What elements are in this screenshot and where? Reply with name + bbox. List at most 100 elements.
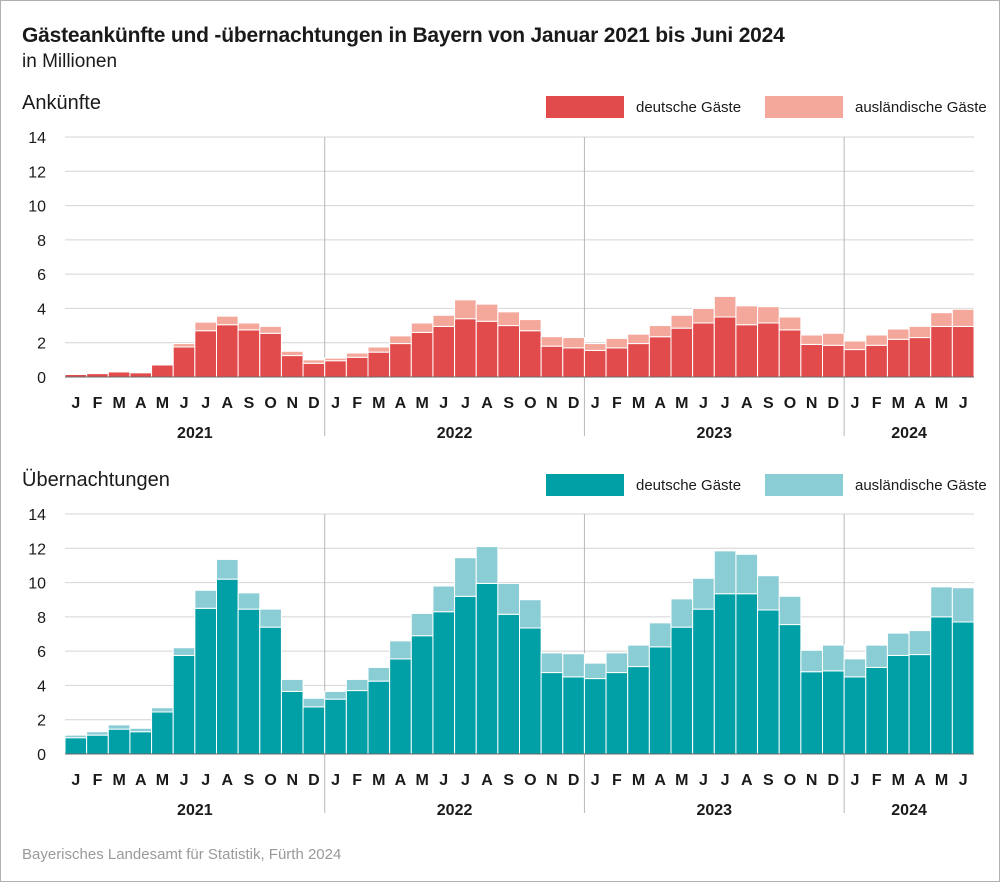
bar-deutsche-gaeste	[930, 325, 953, 378]
bar-auslaendische-gaeste	[886, 328, 910, 340]
bar-auslaendische-gaeste	[259, 608, 282, 628]
month-label: O	[784, 772, 796, 789]
month-label: S	[503, 395, 514, 412]
month-label: M	[935, 395, 948, 412]
bar-deutsche-gaeste	[259, 332, 282, 378]
bar-auslaendische-gaeste	[151, 707, 174, 713]
month-label: A	[395, 395, 407, 412]
bar-deutsche-gaeste	[951, 325, 975, 378]
bar-auslaendische-gaeste	[562, 653, 585, 678]
y-tick-label: 12	[28, 164, 46, 181]
bar-auslaendische-gaeste	[345, 678, 369, 692]
bar-auslaendische-gaeste	[822, 644, 845, 672]
bar-auslaendische-gaeste	[86, 372, 109, 375]
month-label: A	[222, 395, 234, 412]
month-label: A	[914, 395, 926, 412]
bar-deutsche-gaeste	[519, 330, 542, 378]
bar-deutsche-gaeste	[735, 593, 759, 755]
month-label: F	[612, 772, 622, 789]
source-note: Bayerisches Landesamt für Statistik, Für…	[22, 846, 342, 863]
bar-deutsche-gaeste	[475, 582, 499, 755]
month-label: O	[264, 395, 276, 412]
bar-deutsche-gaeste	[908, 654, 932, 755]
month-label: J	[180, 772, 189, 789]
bar-auslaendische-gaeste	[237, 322, 261, 331]
bar-auslaendische-gaeste	[280, 678, 304, 692]
month-label: J	[180, 395, 189, 412]
month-label: J	[591, 772, 600, 789]
month-label: M	[372, 395, 385, 412]
month-label: S	[763, 395, 774, 412]
bar-deutsche-gaeste	[778, 624, 802, 755]
month-label: A	[481, 772, 493, 789]
month-label: J	[959, 395, 968, 412]
bar-auslaendische-gaeste	[389, 640, 412, 660]
y-tick-label: 12	[28, 541, 46, 558]
month-label: N	[286, 395, 298, 412]
bar-auslaendische-gaeste	[454, 299, 477, 320]
year-label: 2022	[437, 802, 473, 819]
bar-auslaendische-gaeste	[908, 325, 932, 339]
bar-auslaendische-gaeste	[324, 357, 347, 362]
bar-deutsche-gaeste	[951, 621, 975, 755]
month-label: M	[112, 772, 125, 789]
bar-auslaendische-gaeste	[64, 734, 88, 739]
bar-auslaendische-gaeste	[627, 644, 650, 668]
month-label: J	[461, 395, 470, 412]
month-label: M	[675, 772, 688, 789]
bar-deutsche-gaeste	[822, 670, 845, 755]
legend-item-auslaendische-uebernachtungen: ausländische Gäste	[765, 474, 987, 496]
bar-auslaendische-gaeste	[605, 652, 629, 674]
month-label: N	[806, 395, 818, 412]
bar-auslaendische-gaeste	[172, 343, 196, 348]
bar-auslaendische-gaeste	[519, 599, 542, 629]
bar-auslaendische-gaeste	[367, 666, 391, 682]
month-label: F	[872, 395, 882, 412]
month-label: J	[959, 772, 968, 789]
month-label: F	[93, 395, 103, 412]
bar-deutsche-gaeste	[302, 362, 326, 378]
month-label: M	[372, 772, 385, 789]
y-tick-label: 10	[28, 199, 46, 216]
bar-auslaendische-gaeste	[778, 595, 802, 626]
bar-auslaendische-gaeste	[886, 632, 910, 656]
bar-auslaendische-gaeste	[713, 295, 737, 318]
bar-auslaendische-gaeste	[648, 325, 672, 338]
bar-auslaendische-gaeste	[800, 334, 823, 345]
bar-auslaendische-gaeste	[757, 306, 780, 324]
month-label: O	[264, 772, 276, 789]
month-label: M	[112, 395, 125, 412]
bar-auslaendische-gaeste	[865, 644, 888, 668]
bar-auslaendische-gaeste	[951, 308, 975, 327]
panel-title-ankuenfte: Ankünfte	[22, 92, 101, 114]
bar-deutsche-gaeste	[800, 671, 823, 755]
month-label: J	[699, 772, 708, 789]
month-label: D	[308, 772, 320, 789]
month-label: J	[331, 772, 340, 789]
bar-deutsche-gaeste	[367, 351, 391, 378]
bar-auslaendische-gaeste	[497, 582, 521, 615]
month-label: A	[741, 395, 753, 412]
month-label: M	[632, 772, 645, 789]
bar-auslaendische-gaeste	[562, 337, 585, 349]
bar-auslaendische-gaeste	[497, 311, 521, 327]
bar-deutsche-gaeste	[843, 676, 867, 755]
month-label: O	[784, 395, 796, 412]
bar-deutsche-gaeste	[519, 627, 542, 755]
legend-item-deutsche-ankuenfte: deutsche Gäste	[546, 96, 741, 118]
legend-label: ausländische Gäste	[855, 476, 987, 494]
bar-deutsche-gaeste	[345, 690, 369, 755]
month-label: D	[568, 395, 580, 412]
y-tick-label: 8	[37, 233, 46, 250]
month-label: M	[415, 395, 428, 412]
month-label: A	[741, 772, 753, 789]
bar-auslaendische-gaeste	[194, 321, 218, 332]
bar-auslaendische-gaeste	[389, 335, 412, 345]
bar-deutsche-gaeste	[129, 372, 153, 378]
bar-auslaendische-gaeste	[216, 558, 239, 580]
bar-deutsche-gaeste	[259, 626, 282, 755]
month-label: J	[439, 395, 448, 412]
month-label: D	[828, 772, 840, 789]
month-label: J	[699, 395, 708, 412]
month-label: J	[201, 772, 210, 789]
